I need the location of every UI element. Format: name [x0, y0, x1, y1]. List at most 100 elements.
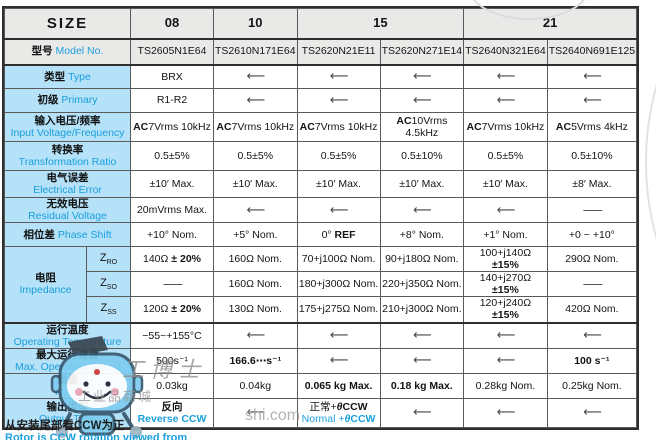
- mass-cell-3: 0.18 kg Max.: [379, 372, 465, 399]
- cell-text: 90+j180Ω Nom.: [385, 253, 459, 266]
- same-as-left-arrow-icon: ⟵: [496, 327, 516, 343]
- cell-text: 0.5±10%: [401, 149, 443, 162]
- input-voltage-cell-5: AC5Vrms 4kHz: [546, 112, 638, 142]
- same-as-left-arrow-icon: ⟵: [583, 68, 602, 84]
- row-label-cn: 转换率: [51, 143, 84, 156]
- cell-text: ±10′ Max.: [482, 177, 528, 190]
- cell-text: 10Vrms 4.5kHz: [405, 114, 448, 139]
- operating-temperature-cell-5: ⟵: [546, 321, 638, 349]
- cell-text: +5° Nom.: [233, 228, 278, 241]
- cell-text: 5Vrms 4kHz: [571, 120, 628, 133]
- cell-text: ±15%: [492, 284, 519, 297]
- cell-text: 0.5±5%: [320, 149, 357, 162]
- row-label-en: Impedance: [19, 284, 72, 297]
- input-voltage-cell-1: AC7Vrms 10kHz: [213, 112, 298, 142]
- model-no-cell-0: TS2605N1E64: [130, 38, 214, 66]
- cell-text: 70+j100Ω Nom.: [301, 253, 376, 266]
- cell-text: 0.5±5%: [237, 149, 274, 162]
- same-as-left-arrow-icon: ⟵: [496, 92, 516, 108]
- same-as-left-arrow-icon: ⟵: [583, 327, 602, 343]
- transformation-ratio-cell-3: 0.5±10%: [379, 141, 465, 171]
- watermark-ring-icon: [645, 0, 656, 440]
- impedance-zss-cell-2: 175+j275Ω Nom.: [296, 296, 381, 323]
- input-voltage-cell-4: AC7Vrms 10kHz: [463, 112, 548, 142]
- row-label-input-voltage: 输入电压/频率 Input Voltage/Frequency: [4, 112, 131, 142]
- cell-text: 160Ω Nom.: [228, 278, 282, 291]
- cell-text: ±15%: [492, 309, 519, 322]
- electrical-error-cell-1: ±10′ Max.: [213, 170, 298, 198]
- cell-text: 120+j240Ω: [479, 297, 532, 310]
- electrical-error-cell-5: ±8′ Max.: [546, 170, 638, 198]
- cell-text: R1-R2: [156, 94, 188, 107]
- cell-text: 290Ω Nom.: [565, 253, 619, 266]
- impedance-zso-cell-5: ——: [546, 271, 638, 298]
- cell-text: 反向: [161, 400, 183, 413]
- same-as-left-arrow-icon: ⟵: [496, 352, 516, 368]
- cell-text: ±10′ Max.: [316, 177, 362, 190]
- model-no-cell-5: TS2640N691E125: [546, 38, 638, 66]
- phase-shift-cell-3: +8° Nom.: [379, 222, 465, 248]
- mass-cell-0: 0.03kg: [130, 372, 214, 399]
- transformation-ratio-cell-4: 0.5±5%: [463, 141, 548, 171]
- not-applicable-dash: ——: [583, 204, 602, 217]
- size-column-15: 15: [296, 8, 465, 40]
- cell-text: 0°: [321, 228, 335, 241]
- watermark-domain-text: shi.com: [245, 407, 301, 424]
- cell-text: REF: [334, 228, 356, 241]
- same-as-left-arrow-icon: ⟵: [246, 68, 265, 84]
- cell-text: ± 20%: [171, 253, 201, 266]
- type-cell-4: ⟵: [463, 64, 548, 89]
- model-no-cell-1: TS2610N171E64: [213, 38, 298, 66]
- cell-text: 0.5±5%: [487, 149, 524, 162]
- electrical-error-cell-2: ±10′ Max.: [296, 170, 381, 198]
- row-label-cn: 初级: [37, 94, 59, 107]
- cell-text: TS2640N691E125: [548, 45, 636, 58]
- type-cell-1: ⟵: [213, 64, 298, 89]
- cell-text: 100+j140Ω: [479, 247, 532, 260]
- residual-voltage-cell-0: 20mVrms Max.: [130, 196, 214, 224]
- operating-temperature-cell-3: ⟵: [379, 321, 465, 349]
- cell-text: 0.28kg Nom.: [475, 379, 536, 392]
- cell-text: TS2620N21E11: [301, 45, 376, 58]
- row-label-en: Phase Shift: [57, 228, 112, 241]
- impedance-zro-cell-1: 160Ω Nom.: [213, 246, 298, 273]
- cell-text: 0.03kg: [156, 379, 188, 392]
- z-symbol: Z: [99, 251, 107, 264]
- electrical-error-cell-3: ±10′ Max.: [379, 170, 465, 198]
- same-as-left-arrow-icon: ⟵: [329, 201, 349, 217]
- cell-text: TS2620N271E14: [381, 45, 463, 58]
- row-label-cn: 无效电压: [46, 198, 89, 210]
- output-type-cell-1: ⟵: [213, 397, 298, 428]
- cell-text: 166.6⋯s⁻¹: [229, 354, 282, 367]
- output-type-cell-0: 反向 Reverse CCW: [130, 397, 214, 428]
- transformation-ratio-cell-5: 0.5±10%: [546, 141, 638, 171]
- spec-table-wrap: SIZE 08 10 15 21 型号 Model No. TS2605N1E64 TS261…: [2, 6, 640, 430]
- same-as-left-arrow-icon: ⟵: [246, 92, 265, 108]
- input-voltage-cell-0: AC7Vrms 10kHz: [130, 112, 214, 142]
- row-label-transformation-ratio: 转换率 Transformation Ratio: [4, 141, 131, 171]
- cell-text: 20mVrms Max.: [136, 204, 208, 217]
- row-label-en: Transformation Ratio: [18, 156, 117, 168]
- cell-text: TS2640N321E64: [465, 45, 546, 58]
- operating-temperature-cell-4: ⟵: [463, 321, 548, 349]
- output-type-cell-5: ⟵: [546, 397, 638, 428]
- cell-text: TS2605N1E64: [137, 45, 207, 58]
- same-as-left-arrow-icon: ⟵: [329, 68, 349, 84]
- cell-text: +10° Nom.: [146, 228, 197, 241]
- size-column-10: 10: [213, 8, 298, 40]
- cell-text: ±10′ Max.: [399, 177, 445, 190]
- cell-text: 7Vrms 10kHz: [481, 120, 545, 133]
- z-symbol: Z: [100, 301, 108, 314]
- cell-text: BRX: [161, 70, 183, 83]
- primary-cell-5: ⟵: [546, 88, 638, 113]
- cell-text: 140Ω: [143, 253, 172, 266]
- impedance-sublabel-so: ZSO: [86, 271, 131, 298]
- cell-text: 160Ω Nom.: [228, 253, 282, 266]
- transformation-ratio-cell-1: 0.5±5%: [213, 141, 298, 171]
- phase-shift-cell-5: +0 ~ +10°: [546, 222, 638, 248]
- row-label-cn: 最大运行速度: [36, 348, 99, 361]
- row-label-electrical-error: 电气误差 Electrical Error: [4, 170, 131, 198]
- residual-voltage-cell-2: ⟵: [296, 196, 381, 224]
- cell-text: 7Vrms 10kHz: [148, 120, 211, 133]
- type-cell-0: BRX: [130, 64, 214, 89]
